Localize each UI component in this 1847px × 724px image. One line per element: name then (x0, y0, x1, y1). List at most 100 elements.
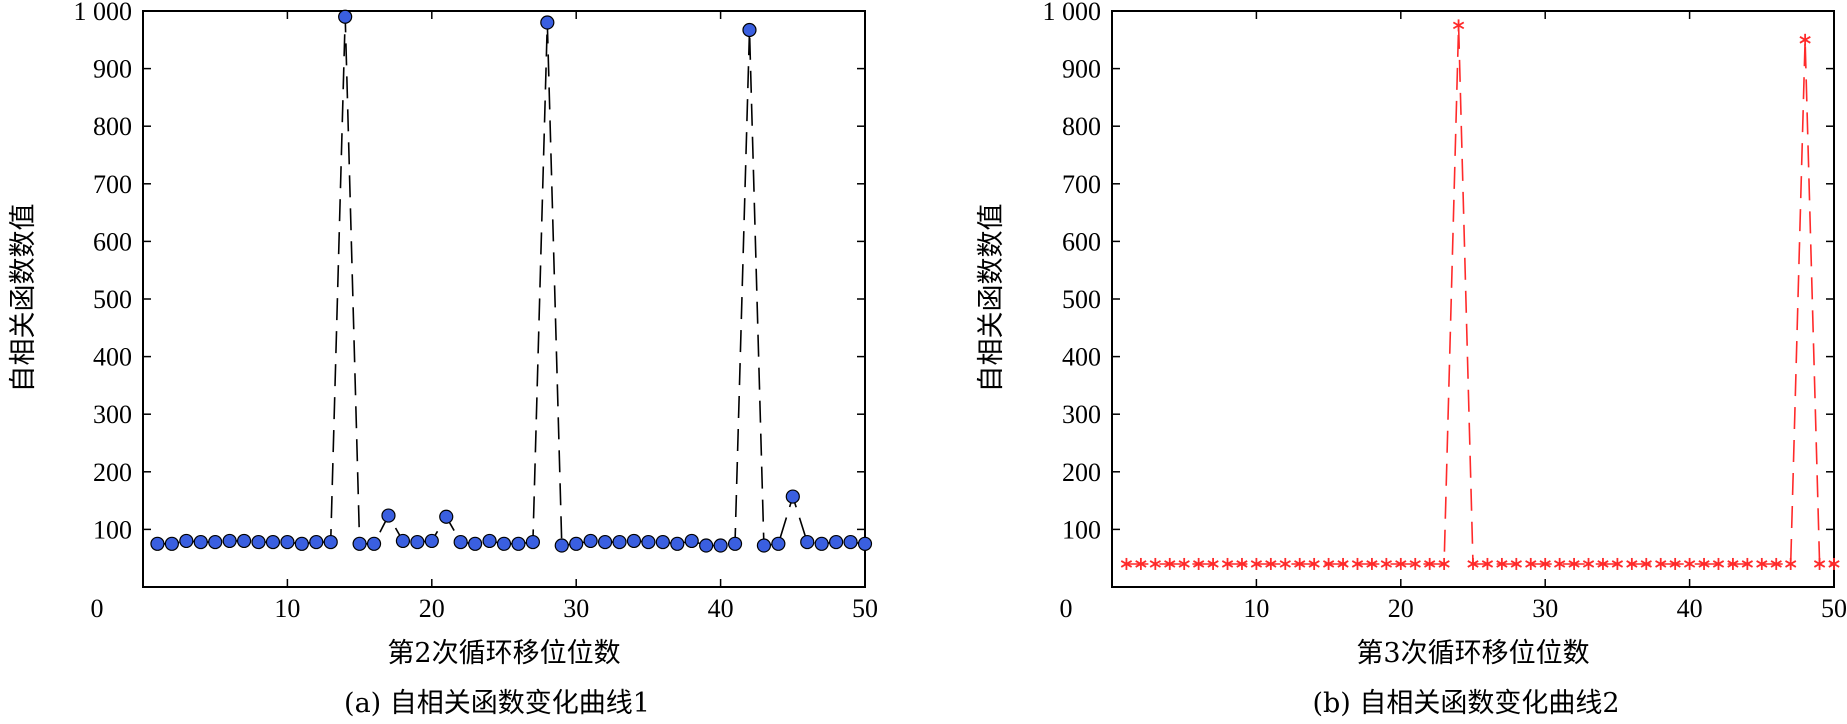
panel-b-data-point (1582, 557, 1595, 570)
panel-a-data-point (612, 534, 627, 550)
panel-a-caption: (a) 自相关函数变化曲线1 (344, 688, 650, 719)
panel-b-data-point (1164, 557, 1176, 570)
panel-b-x-tick-label: 50 (1821, 594, 1847, 623)
panel-b-data-point (1712, 557, 1725, 570)
panel-a-y-tick-label: 500 (93, 285, 132, 314)
panel-b-data-point (1727, 557, 1739, 570)
panel-b-data-point (1294, 557, 1306, 570)
panel-a-y-tick-label: 800 (93, 112, 132, 141)
panel-a-y-tick-label: 200 (93, 458, 132, 487)
panel-b-data-point (1135, 557, 1147, 570)
panel-a-ticks: 10 20 30 40 5001002003004005006007008009001 … (74, 0, 879, 623)
panel-b-data-point (1322, 557, 1335, 570)
panel-a-data-point (829, 534, 844, 550)
panel-a-data-point (366, 536, 382, 551)
panel-a-data-point (179, 533, 194, 549)
panel-a-data-point (699, 538, 714, 553)
panel-a-data-point (381, 508, 396, 523)
panel-a-data-point (395, 533, 411, 549)
panel-a-y-tick-label: 300 (93, 400, 132, 429)
panel-a-x-tick-label: 30 (563, 594, 589, 623)
panel-b-data-point (1192, 557, 1205, 570)
panel-b-data-point (1366, 557, 1378, 570)
panel-a-data-point (424, 533, 439, 549)
panel-b-data-point (1467, 557, 1479, 570)
panel-a-data-point (670, 536, 685, 551)
panel-a-data-point (540, 15, 555, 30)
panel-b-y-tick-label: 100 (1062, 515, 1101, 544)
panel-b-data-point (1236, 557, 1248, 570)
panel-b-data-point (1496, 557, 1508, 570)
panel-a-data-point (251, 534, 266, 550)
panel-b-autocorrelation-curve-2: 10 20 30 40 5001002003004005006007008009001 … (976, 0, 1847, 719)
panel-a-data-point (525, 534, 540, 550)
panel-a-data-point (857, 536, 873, 551)
panel-b-data-point (1178, 557, 1190, 570)
panel-b-data-point (1308, 557, 1320, 570)
panel-b-data-point (1597, 557, 1609, 570)
panel-a-data-point (309, 534, 324, 550)
panel-a-data-point (208, 534, 223, 550)
panel-a-data-point (597, 534, 613, 550)
panel-b-ticks: 10 20 30 40 5001002003004005006007008009001 … (1043, 0, 1847, 623)
panel-b-data-point (1279, 557, 1291, 570)
panel-a-dashed-line (157, 16, 866, 547)
panel-a-data-point (294, 536, 309, 551)
panel-b-y-tick-label: 400 (1062, 343, 1101, 372)
panel-a-data-point (265, 534, 281, 550)
panel-a-data-point (164, 536, 179, 551)
panel-a-data-point (222, 533, 237, 549)
panel-b-data-point (1424, 557, 1436, 570)
panel-a-y-tick-label: 400 (93, 343, 132, 372)
panel-a-data-point (410, 534, 425, 550)
panel-b-data-point (1785, 557, 1797, 570)
panel-b-data-point (1120, 557, 1133, 570)
panel-b-plot-frame (1111, 10, 1835, 588)
panel-a-data-point (713, 538, 728, 553)
panel-b-caption: (b) 自相关函数变化曲线2 (1312, 688, 1619, 719)
panel-a-data-point (727, 536, 743, 551)
panel-a-data-point (468, 536, 483, 551)
panel-b-y-tick-label: 900 (1062, 55, 1101, 84)
panel-a-data-point (814, 536, 829, 551)
panel-b-data-point (1525, 557, 1537, 570)
panel-a-data-point (800, 534, 815, 550)
panel-b-data-point (1741, 557, 1754, 570)
panel-b-x-tick-label: 20 (1388, 594, 1414, 623)
panel-b-data-point (1568, 557, 1580, 570)
panel-b-data-point (1640, 557, 1652, 570)
panel-a-data-point (453, 534, 468, 550)
panel-b-y-axis-label: 自相关函数数值 (976, 204, 1007, 393)
panel-a-data-point (193, 534, 208, 550)
panel-a-series-markers (150, 9, 873, 553)
panel-a-data-point (756, 538, 772, 553)
panel-a-plot-frame (142, 10, 866, 588)
panel-a-data-point (771, 536, 786, 551)
panel-a-data-point (496, 536, 512, 551)
panel-b-data-point (1409, 557, 1421, 570)
panel-a-x-tick-label: 20 (419, 594, 445, 623)
panel-a-data-point (554, 538, 569, 553)
panel-b-series-line (1126, 25, 1834, 565)
panel-a-y-tick-label: 1 000 (74, 0, 133, 26)
panel-b-y-tick-label: 600 (1062, 227, 1101, 256)
panel-a-data-point (742, 22, 757, 38)
panel-a-x-tick-label: 40 (708, 594, 734, 623)
panel-b-y-tick-label: 1 000 (1043, 0, 1102, 26)
panel-b-data-point (1683, 557, 1696, 570)
panel-b-data-point (1828, 557, 1840, 570)
panel-b-data-point (1380, 557, 1393, 570)
panel-a-data-point (280, 534, 295, 550)
panel-b-y-tick-label: 800 (1062, 112, 1101, 141)
panel-b-y-tick-label: 700 (1062, 170, 1101, 199)
panel-a-data-point (352, 536, 367, 551)
panel-b-data-point (1770, 557, 1782, 570)
panel-a-autocorrelation-curve-1: 10 20 30 40 5001002003004005006007008009001 … (8, 0, 878, 719)
panel-b-x-axis-label: 第3次循环移位位数 (1356, 638, 1589, 669)
panel-b-data-point (1655, 557, 1667, 570)
panel-a-origin-tick-label: 0 (91, 594, 104, 623)
panel-a-x-axis-label: 第2次循环移位位数 (387, 638, 620, 669)
panel-a-y-tick-label: 100 (93, 515, 132, 544)
panel-b-series-markers (1120, 19, 1840, 570)
panel-b-x-tick-label: 40 (1677, 594, 1703, 623)
